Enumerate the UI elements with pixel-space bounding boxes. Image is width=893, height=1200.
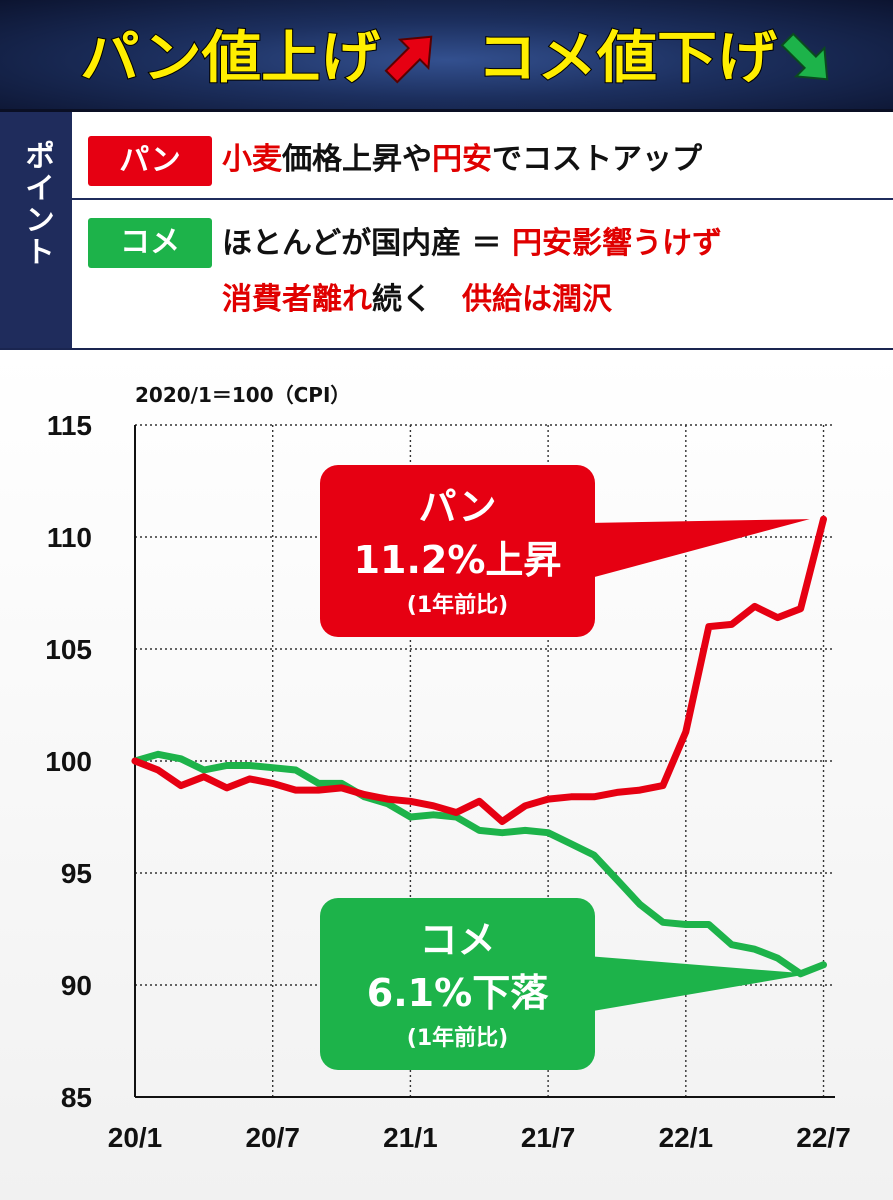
row-divider bbox=[72, 198, 893, 200]
callout-basis: (1年前比) bbox=[407, 1025, 508, 1051]
cpi-chart: パン 11.2%上昇 (1年前比) コメ 6.1%下落 (1年前比) 115 110 105 1… bbox=[0, 350, 893, 1200]
callout-change-value: 11.2%上昇 bbox=[354, 538, 562, 582]
badge-rice: コメ bbox=[88, 218, 212, 268]
series-lines bbox=[131, 515, 827, 978]
y-tick-label: 105 bbox=[45, 634, 92, 665]
points-panel: ポイント パン 小麦価格上昇や円安でコストアップ コメ ほとんどが国内産 ＝ 円… bbox=[0, 112, 893, 350]
callout-change-value: 6.1%下落 bbox=[367, 971, 549, 1015]
headline-bread-up: パン値上げ bbox=[80, 26, 380, 91]
y-tick-label: 110 bbox=[47, 522, 92, 553]
rice-reason-line-1: ほとんどが国内産 ＝ 円安影響うけず bbox=[222, 224, 722, 264]
headline: パン値上げ コメ値下げ bbox=[79, 25, 829, 92]
x-tick-label: 21/1 bbox=[383, 1122, 438, 1153]
x-tick-label: 22/7 bbox=[796, 1122, 851, 1153]
rice-reason-line-2: 消費者離れ続く 供給は潤沢 bbox=[222, 280, 612, 320]
badge-bread: パン bbox=[88, 136, 212, 186]
point-text-segment: 続く bbox=[372, 282, 462, 317]
callouts: パン 11.2%上昇 (1年前比) コメ 6.1%下落 (1年前比) bbox=[320, 465, 810, 1070]
bread-series-line bbox=[131, 515, 827, 825]
rice-callout: コメ 6.1%下落 (1年前比) bbox=[320, 898, 810, 1070]
point-text-segment: 価格上昇や bbox=[282, 142, 432, 177]
callout-pointer bbox=[587, 519, 810, 579]
x-tick-label: 22/1 bbox=[659, 1122, 714, 1153]
callout-series-name: コメ bbox=[419, 918, 495, 962]
y-tick-label: 85 bbox=[61, 1082, 92, 1113]
point-text-segment: でコストアップ bbox=[492, 142, 702, 177]
arrow-up-right-icon bbox=[384, 35, 433, 84]
points-sidebar: ポイント bbox=[0, 112, 72, 348]
points-label: ポイント bbox=[19, 140, 54, 268]
callout-pointer bbox=[587, 956, 810, 1012]
callout-series-name: パン bbox=[419, 485, 497, 529]
callout-box bbox=[320, 898, 595, 1070]
y-axis-unit-label: 2020/1＝100（CPI） bbox=[135, 383, 350, 407]
y-tick-label: 95 bbox=[61, 858, 92, 889]
x-tick-label: 20/7 bbox=[245, 1122, 300, 1153]
point-text-segment: ほとんどが国内産 ＝ bbox=[222, 226, 512, 261]
rice-series-line bbox=[131, 750, 827, 978]
point-text-segment: 円安 bbox=[432, 142, 492, 177]
callout-box bbox=[320, 465, 595, 637]
arrow-down-right-icon bbox=[780, 32, 829, 81]
point-text-segment: 円安影響うけず bbox=[512, 226, 722, 261]
headline-rice-down: コメ値下げ bbox=[477, 26, 777, 91]
point-text-segment: 消費者離れ bbox=[222, 282, 372, 317]
point-text-segment: 供給は潤沢 bbox=[462, 282, 612, 317]
tick-labels: 115 110 105 100 95 90 85 20/1 20/7 21/1 21/7 22/1 22… bbox=[45, 383, 850, 1153]
bread-callout: パン 11.2%上昇 (1年前比) bbox=[320, 465, 810, 637]
y-tick-label: 90 bbox=[61, 970, 92, 1001]
header-banner: パン値上げ コメ値下げ bbox=[0, 0, 893, 112]
callout-basis: (1年前比) bbox=[407, 592, 508, 618]
bread-reason-line: 小麦価格上昇や円安でコストアップ bbox=[222, 140, 702, 180]
x-tick-label: 21/7 bbox=[521, 1122, 576, 1153]
x-tick-label: 20/1 bbox=[108, 1122, 163, 1153]
y-tick-label: 115 bbox=[47, 410, 92, 441]
y-tick-label: 100 bbox=[45, 746, 92, 777]
point-text-segment: 小麦 bbox=[222, 142, 282, 177]
